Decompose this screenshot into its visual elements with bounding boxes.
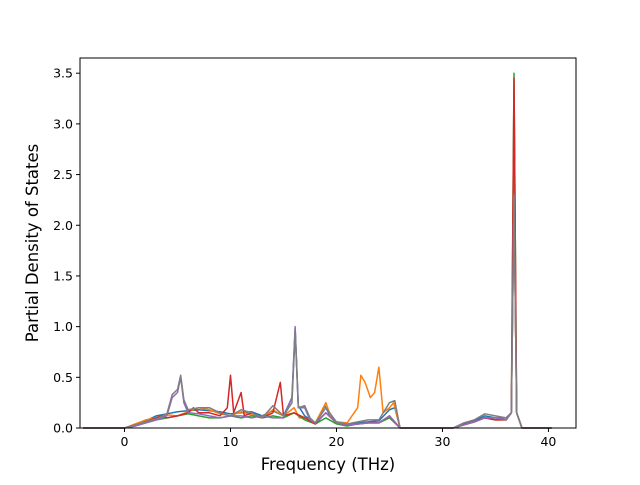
x-axis-ticks: 0 10 20 30 40 [121,428,556,449]
x-tick-label: 20 [329,434,345,449]
y-tick-label: 3.0 [53,116,73,131]
y-tick-label: 3.5 [53,66,73,81]
series-layer [83,72,552,429]
plot-area [80,58,576,428]
y-axis-title: Partial Density of States [23,144,42,343]
x-tick-label: 0 [121,434,129,449]
y-tick-label: 0.0 [53,421,73,436]
x-axis-title: Frequency (THz) [261,455,396,474]
x-tick-label: 10 [223,434,239,449]
y-tick-label: 2.5 [53,167,73,182]
y-tick-label: 0.5 [53,370,73,385]
y-tick-label: 1.5 [53,268,73,283]
y-tick-label: 2.0 [53,218,73,233]
x-tick-label: 30 [435,434,451,449]
y-tick-label: 1.0 [53,319,73,334]
x-tick-label: 40 [540,434,556,449]
plot-frame [79,57,577,429]
series-line-5 [83,194,552,429]
y-axis-ticks: 0.0 0.5 1.0 1.5 2.0 2.5 3.0 3.5 [53,66,80,436]
